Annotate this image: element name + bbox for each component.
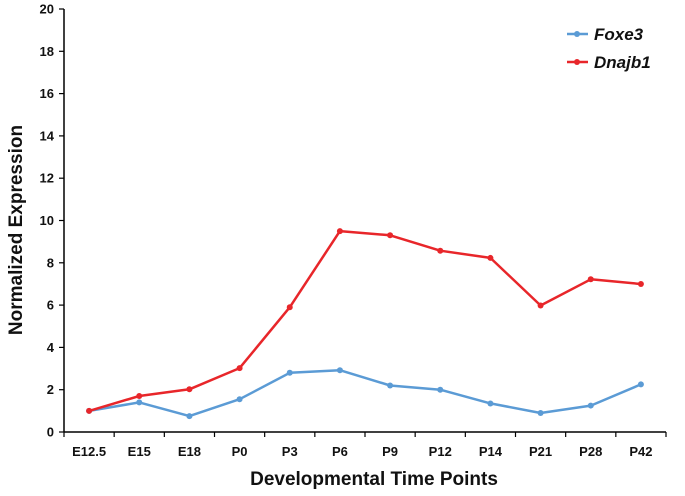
series-line-dnajb1 [88,229,642,413]
x-tick-label: P12 [429,444,452,459]
data-point-foxe3 [637,381,644,388]
data-point-foxe3 [437,386,444,393]
data-point-foxe3 [487,400,494,407]
data-point-foxe3 [136,399,143,406]
series-foxe3 [86,367,644,420]
data-point-dnajb1 [537,302,544,309]
data-point-dnajb1 [186,386,193,393]
series-layer [86,228,644,420]
y-tick-label: 18 [40,44,54,59]
series-dnajb1 [86,228,644,414]
plot-frame [63,9,666,433]
data-point-foxe3 [286,369,293,376]
legend-label-dnajb1: Dnajb1 [594,53,651,72]
legend-marker-dnajb1 [574,59,580,65]
y-tick-label: 2 [47,382,54,397]
x-tick-label: E18 [178,444,201,459]
data-point-dnajb1 [587,276,594,283]
y-tick-label: 6 [47,298,54,313]
legend-item-foxe3: Foxe3 [567,25,644,44]
data-point-dnajb1 [336,228,343,235]
x-tick-label: P14 [479,444,503,459]
data-point-foxe3 [587,402,594,409]
y-tick-label: 4 [47,340,55,355]
x-tick-label: P9 [382,444,398,459]
x-tick-label: P0 [232,444,248,459]
x-tick-label: E12.5 [72,444,106,459]
legend-marker-foxe3 [574,31,580,37]
series-line-foxe3 [88,368,642,418]
data-point-foxe3 [236,396,243,403]
data-point-dnajb1 [637,280,644,287]
x-tick-label: P42 [629,444,652,459]
y-tick-label: 10 [40,213,54,228]
y-tick-label: 12 [40,171,54,186]
x-tick-label: P28 [579,444,602,459]
data-point-dnajb1 [236,365,243,372]
legend-label-foxe3: Foxe3 [594,25,644,44]
x-axis-ticks: E12.5 E15 E18 P0 P3 P6 P9 P12 P14 P21 P28 P42 [63,432,667,459]
y-tick-label: 14 [40,128,55,143]
x-tick-label: P3 [282,444,298,459]
y-tick-label: 0 [47,425,54,440]
data-point-foxe3 [336,367,343,374]
y-axis-title: Normalized Expression [6,125,27,335]
x-tick-label: E15 [128,444,151,459]
data-point-dnajb1 [136,393,143,400]
data-point-dnajb1 [437,247,444,254]
x-axis-title: Developmental Time Points [250,469,498,490]
data-point-dnajb1 [86,407,93,414]
data-point-dnajb1 [286,304,293,311]
legend: Foxe3 Dnajb1 [567,25,651,72]
data-point-foxe3 [537,409,544,416]
data-point-dnajb1 [487,254,494,261]
data-point-dnajb1 [387,232,394,239]
data-point-foxe3 [186,413,193,420]
y-tick-label: 20 [40,2,54,17]
y-tick-label: 8 [47,255,54,270]
y-axis-ticks: 0 2 4 6 8 10 12 14 16 18 20 [40,2,64,440]
x-tick-label: P21 [529,444,552,459]
data-point-foxe3 [387,382,394,389]
legend-item-dnajb1: Dnajb1 [567,53,651,72]
x-tick-label: P6 [332,444,348,459]
y-tick-label: 16 [40,86,54,101]
